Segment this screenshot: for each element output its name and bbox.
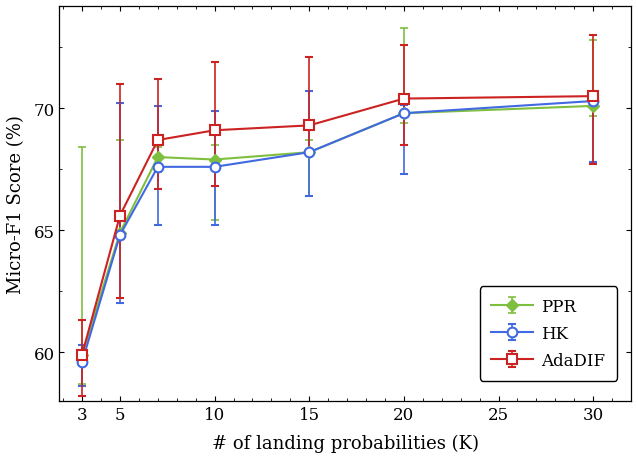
Legend: PPR, HK, AdaDIF: PPR, HK, AdaDIF bbox=[480, 287, 617, 381]
X-axis label: # of landing probabilities (K): # of landing probabilities (K) bbox=[212, 434, 478, 452]
Y-axis label: Micro-F1 Score (%): Micro-F1 Score (%) bbox=[7, 115, 25, 293]
